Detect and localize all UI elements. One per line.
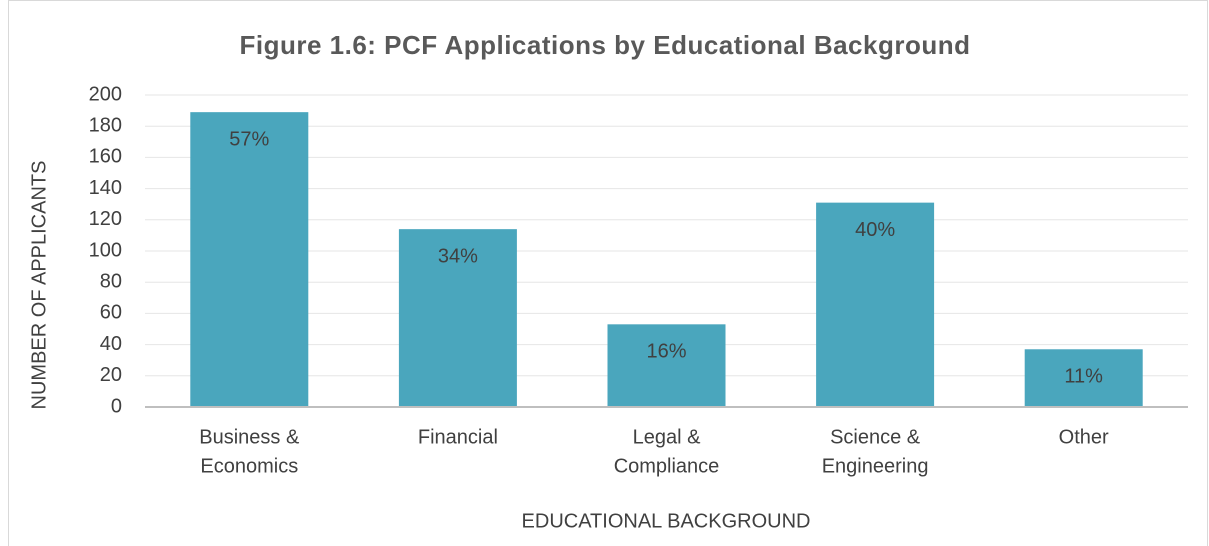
y-tick-label: 0 bbox=[111, 395, 122, 417]
y-tick-label: 140 bbox=[89, 177, 122, 199]
y-tick-label: 40 bbox=[100, 333, 122, 355]
x-tick-label: Engineering bbox=[822, 455, 929, 477]
x-tick-label: Business & bbox=[199, 426, 300, 448]
bar bbox=[398, 229, 517, 407]
data-label: 57% bbox=[229, 128, 269, 150]
chart-frame bbox=[8, 0, 1208, 546]
x-tick-label: Compliance bbox=[614, 455, 720, 477]
bar bbox=[190, 112, 309, 407]
x-axis-label: EDUCATIONAL BACKGROUND bbox=[522, 510, 811, 532]
x-tick-label: Other bbox=[1059, 426, 1109, 448]
y-tick-label: 20 bbox=[100, 364, 122, 386]
x-tick-label: Economics bbox=[200, 455, 298, 477]
y-tick-label: 200 bbox=[89, 83, 122, 105]
x-tick-label: Science & bbox=[830, 426, 921, 448]
y-axis-label: NUMBER OF APPLICANTS bbox=[28, 161, 50, 410]
y-tick-label: 60 bbox=[100, 302, 122, 324]
data-label: 34% bbox=[438, 245, 478, 267]
data-label: 40% bbox=[855, 219, 895, 241]
bar bbox=[607, 324, 726, 407]
data-label: 11% bbox=[1064, 366, 1103, 388]
y-tick-label: 100 bbox=[89, 239, 122, 261]
y-tick-label: 180 bbox=[89, 114, 122, 136]
x-tick-label: Financial bbox=[418, 426, 498, 448]
chart-title: Figure 1.6: PCF Applications by Educatio… bbox=[239, 30, 970, 60]
data-label: 16% bbox=[646, 341, 686, 363]
bar bbox=[816, 202, 935, 407]
y-tick-label: 80 bbox=[100, 270, 122, 292]
bar bbox=[1024, 349, 1143, 407]
y-tick-label: 160 bbox=[89, 146, 122, 168]
x-tick-label: Legal & bbox=[633, 426, 701, 448]
y-tick-label: 120 bbox=[89, 208, 122, 230]
